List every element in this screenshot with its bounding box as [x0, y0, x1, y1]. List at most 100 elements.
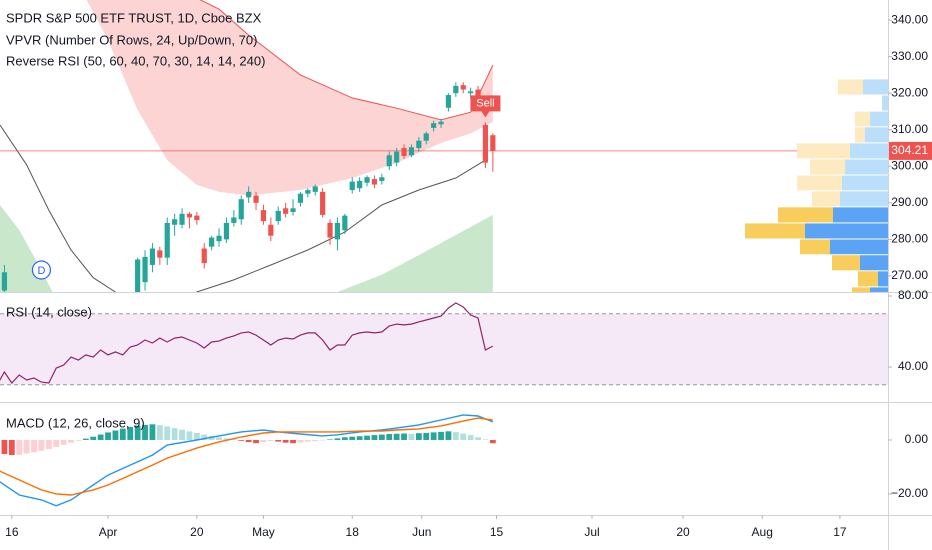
macd-line	[0, 417, 493, 496]
x-tick-label: Apr	[99, 525, 118, 539]
candle-body	[209, 237, 215, 247]
macd-histogram-bar	[408, 433, 415, 440]
candle-body	[394, 151, 400, 163]
macd-histogram-bar	[423, 432, 430, 440]
x-tick-label: 17	[833, 525, 847, 539]
macd-histogram-bar	[438, 431, 444, 440]
candle-body	[453, 85, 459, 94]
rsi-line	[0, 302, 494, 384]
candle-body	[401, 148, 407, 157]
macd-histogram-bar	[45, 439, 52, 450]
candle-body	[305, 190, 311, 194]
candle-body	[297, 193, 304, 203]
macd-histogram-bar	[275, 439, 282, 442]
macd-histogram-bar	[68, 439, 74, 443]
macd-histogram-bar	[304, 439, 311, 442]
vpvr-down	[838, 79, 863, 95]
candle-body	[327, 222, 333, 238]
candle-body	[312, 186, 318, 192]
macd-histogram-bar	[356, 436, 363, 440]
macd-histogram-bar	[31, 439, 37, 453]
macd-histogram-bar	[201, 434, 208, 440]
y-tick-label: 80.00	[898, 288, 928, 302]
macd-histogram-bar	[467, 435, 474, 440]
candle-body	[179, 213, 185, 225]
x-tick-label: 15	[490, 525, 504, 539]
macd-histogram-bar	[16, 439, 23, 455]
vpvr-down	[858, 271, 878, 287]
y-tick-label: 270.00	[891, 268, 928, 282]
macd-pane	[0, 414, 496, 507]
vpvr-up	[840, 191, 888, 207]
macd-histogram-bar	[489, 439, 496, 444]
candle-body	[438, 121, 444, 125]
vpvr-up	[805, 223, 888, 239]
macd-histogram-bar	[430, 432, 437, 440]
y-tick-label: −20.00	[891, 486, 928, 500]
vpvr-down	[810, 159, 845, 175]
vpvr-down	[797, 143, 850, 159]
macd-histogram-bar	[386, 434, 393, 440]
candle-body	[253, 195, 259, 203]
macd-histogram-bar	[327, 439, 333, 440]
candle-body	[290, 208, 296, 212]
macd-histogram-bar	[378, 434, 385, 440]
dividend-label: D	[37, 265, 45, 277]
candle-body	[223, 222, 230, 240]
candle-body	[135, 259, 141, 292]
candle-body	[490, 135, 496, 151]
vpvr-up	[830, 239, 888, 255]
candle-body	[357, 180, 363, 189]
macd-histogram-bar	[482, 439, 489, 440]
vpvr-up	[842, 175, 888, 191]
macd-histogram-bar	[223, 438, 230, 440]
candle-body	[349, 181, 355, 191]
vpvr-down	[745, 223, 805, 239]
macd-histogram-bar	[8, 439, 15, 456]
area	[337, 214, 493, 292]
candle-body	[231, 217, 237, 223]
candle-body	[320, 191, 326, 215]
x-tick-label: May	[252, 525, 275, 539]
candle-body	[475, 89, 481, 98]
candle-body	[142, 256, 148, 283]
candle-body	[194, 215, 200, 221]
candle-body	[482, 124, 489, 163]
candle-body	[431, 123, 437, 128]
indicator-label: MACD (12, 26, close, 9)	[6, 415, 145, 430]
candle-body	[283, 208, 289, 214]
candle-body	[379, 177, 385, 181]
vpvr-down	[797, 175, 842, 191]
vpvr-up	[865, 127, 888, 143]
rsi-pane	[0, 302, 888, 386]
macd-histogram-bar	[349, 436, 356, 440]
rsi-band	[0, 313, 888, 385]
macd-histogram-bar	[230, 439, 237, 440]
y-tick-label: 330.00	[891, 49, 928, 63]
x-tick-label: 20	[190, 525, 204, 539]
macd-histogram-bar	[179, 429, 185, 440]
vpvr-up	[860, 255, 888, 271]
vpvr-up	[850, 143, 888, 159]
macd-histogram-bar	[171, 428, 178, 440]
x-tick-label: 20	[676, 525, 690, 539]
macd-histogram-bar	[297, 439, 304, 443]
y-tick-label: 300.00	[891, 158, 928, 172]
macd-histogram-bar	[38, 439, 45, 451]
macd-histogram-bar	[260, 439, 267, 443]
candle-body	[260, 210, 267, 222]
macd-histogram-bar	[112, 430, 119, 440]
y-tick-label: 320.00	[891, 85, 928, 99]
macd-histogram-bar	[1, 439, 8, 455]
candle-body	[334, 222, 341, 240]
candle-body	[238, 199, 244, 220]
last-price-label: 304.21	[891, 143, 928, 157]
band-area	[86, 0, 493, 196]
candle-body	[186, 213, 193, 218]
price-pane: Sell D	[0, 0, 888, 292]
vpvr-up	[882, 95, 888, 111]
macd-histogram-bar	[216, 437, 222, 440]
candle-body	[468, 91, 474, 94]
y-tick-label: 280.00	[891, 232, 928, 246]
